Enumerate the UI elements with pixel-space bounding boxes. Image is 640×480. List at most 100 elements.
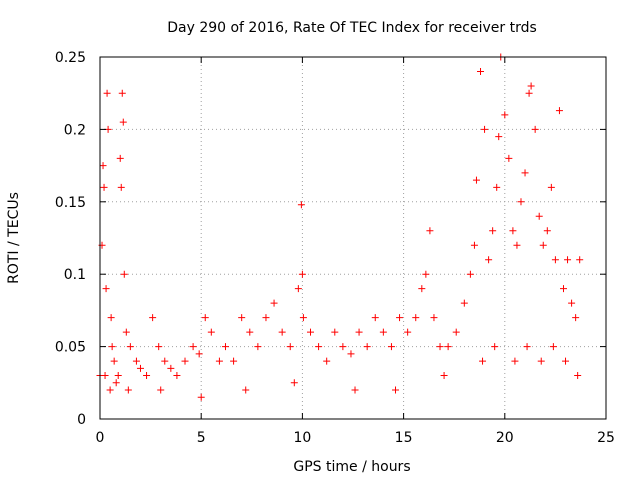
- data-point: [379, 328, 387, 336]
- data-point: [136, 364, 144, 372]
- data-point: [122, 328, 130, 336]
- data-point: [568, 299, 576, 307]
- data-point: [116, 154, 124, 162]
- plot-frame: [99, 56, 607, 420]
- x-tick-label: 25: [597, 430, 615, 446]
- data-point: [430, 314, 438, 322]
- data-point: [572, 314, 580, 322]
- data-point: [112, 379, 120, 387]
- data-point: [299, 314, 307, 322]
- data-point: [207, 328, 215, 336]
- data-point: [412, 314, 420, 322]
- data-point: [149, 314, 157, 322]
- data-point: [422, 270, 430, 278]
- data-point: [539, 241, 547, 249]
- data-point: [564, 256, 572, 264]
- data-point: [543, 227, 551, 235]
- data-point: [294, 285, 302, 293]
- data-point: [106, 386, 114, 394]
- data-point: [495, 133, 503, 141]
- data-point: [491, 343, 499, 351]
- data-point: [549, 343, 557, 351]
- data-point: [485, 256, 493, 264]
- data-point: [143, 372, 151, 380]
- y-tick-label: 0.25: [55, 50, 86, 66]
- data-point: [444, 343, 452, 351]
- x-tick-label: 20: [496, 430, 514, 446]
- data-point: [270, 299, 278, 307]
- data-point: [110, 357, 118, 365]
- data-point: [505, 154, 513, 162]
- data-point: [108, 343, 116, 351]
- data-point: [124, 386, 132, 394]
- data-point: [436, 343, 444, 351]
- data-point: [297, 201, 305, 209]
- data-point: [286, 343, 294, 351]
- y-tick-label: 0.2: [64, 122, 86, 138]
- data-point: [246, 328, 254, 336]
- data-point: [555, 107, 563, 115]
- data-point: [481, 125, 489, 133]
- data-point: [562, 357, 570, 365]
- data-point: [396, 314, 404, 322]
- data-point: [238, 314, 246, 322]
- data-point: [290, 379, 298, 387]
- data-point: [126, 343, 134, 351]
- data-point: [351, 386, 359, 394]
- data-point: [132, 357, 140, 365]
- data-point: [347, 350, 355, 358]
- data-point: [576, 256, 584, 264]
- data-point: [181, 357, 189, 365]
- y-axis-label: ROTI / TECUs: [6, 192, 22, 284]
- y-tick-label: 0.05: [55, 340, 86, 356]
- data-point: [387, 343, 395, 351]
- data-point: [511, 357, 519, 365]
- data-point: [535, 212, 543, 220]
- data-point: [161, 357, 169, 365]
- axis-ticks: 0 5 10 15 20 25 0 0.05 0.1 0.15 0.2 0.25: [55, 50, 615, 446]
- data-point: [521, 169, 529, 177]
- data-point: [102, 285, 110, 293]
- data-points: [96, 53, 584, 401]
- data-point: [392, 386, 400, 394]
- data-point: [101, 372, 109, 380]
- y-tick-label: 0.1: [64, 267, 86, 283]
- data-point: [155, 343, 163, 351]
- data-point: [114, 372, 122, 380]
- y-tick-label: 0: [77, 412, 86, 428]
- data-point: [306, 328, 314, 336]
- data-point: [298, 270, 306, 278]
- data-point: [107, 314, 115, 322]
- data-point: [523, 343, 531, 351]
- data-point: [120, 270, 128, 278]
- data-point: [371, 314, 379, 322]
- data-point: [501, 111, 509, 119]
- x-tick-label: 0: [96, 430, 105, 446]
- data-point: [331, 328, 339, 336]
- data-point: [201, 314, 209, 322]
- data-point: [551, 256, 559, 264]
- data-point: [278, 328, 286, 336]
- data-point: [472, 176, 480, 184]
- data-point: [574, 372, 582, 380]
- data-point: [460, 299, 468, 307]
- data-point: [157, 386, 165, 394]
- data-point: [517, 198, 525, 206]
- data-point: [315, 343, 323, 351]
- x-axis-label: GPS time / hours: [293, 459, 410, 475]
- data-point: [197, 393, 205, 401]
- data-point: [100, 183, 108, 191]
- data-point: [559, 285, 567, 293]
- data-point: [477, 67, 485, 75]
- data-point: [440, 372, 448, 380]
- data-point: [119, 118, 127, 126]
- data-point: [489, 227, 497, 235]
- data-point: [118, 89, 126, 97]
- data-point: [195, 350, 203, 358]
- chart-title: Day 290 of 2016, Rate Of TEC Index for r…: [167, 20, 537, 36]
- data-point: [254, 343, 262, 351]
- data-point: [117, 183, 125, 191]
- data-point: [242, 386, 250, 394]
